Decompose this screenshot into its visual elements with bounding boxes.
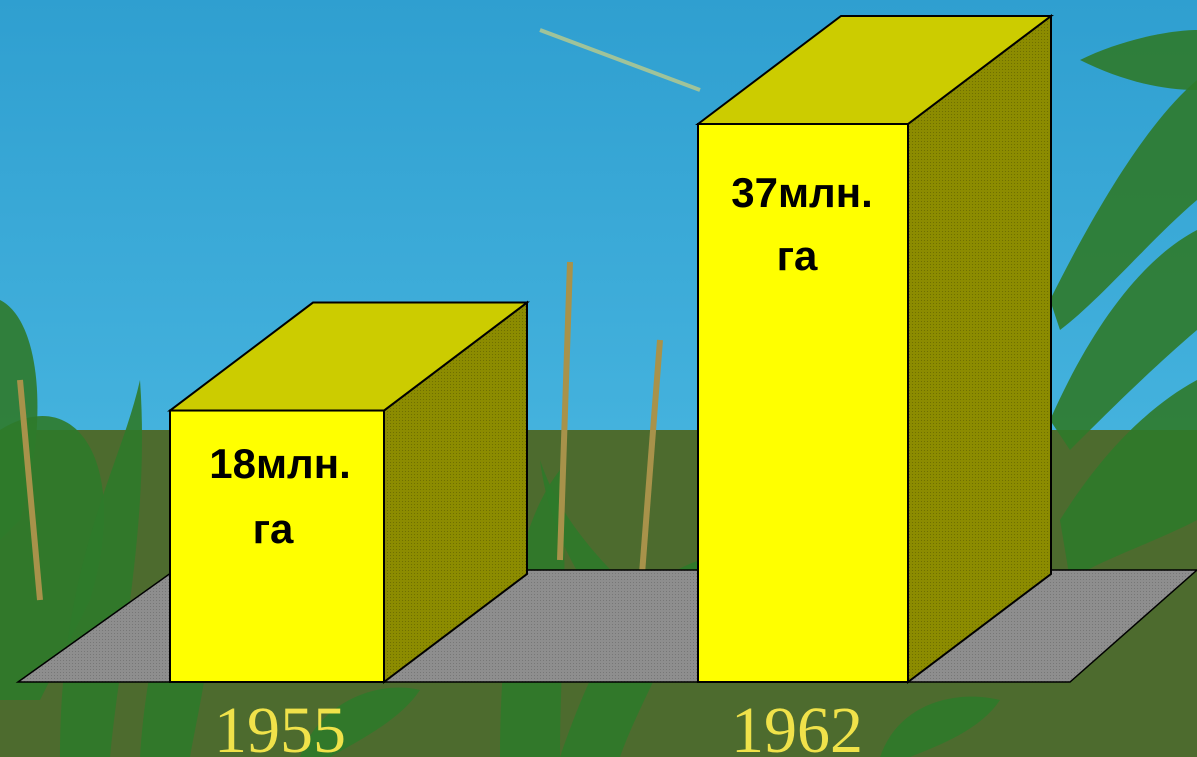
x-tick-label-1962: 1962 (731, 694, 863, 757)
bar-front-1955 (169, 409, 385, 683)
corn-tassel (637, 339, 663, 601)
bar-side-1962 (907, 13, 1052, 685)
corn-tassel (557, 261, 573, 561)
bars-group (167, 13, 1054, 685)
corn-leaf (1050, 230, 1197, 450)
bar-1962 (695, 13, 1054, 685)
corn-tassel (17, 379, 43, 601)
bar-1955 (167, 300, 530, 685)
bar-value-label-1955: 18млн. (209, 440, 351, 487)
x-tick-label-1955: 1955 (214, 694, 346, 757)
corn-leaf (300, 687, 420, 757)
corn-leaf (880, 696, 1000, 757)
bar-front-1962 (697, 123, 909, 683)
bar-unit-label-1962: га (777, 232, 818, 279)
corn-leaf (0, 415, 105, 700)
bar-unit-label-1955: га (253, 505, 294, 552)
corn-leaf-strand (539, 28, 701, 92)
corn-leaf (1080, 30, 1197, 90)
corn-leaf (1050, 80, 1197, 330)
corn-leaf (1060, 380, 1197, 580)
bar-value-label-1962: 37млн. (731, 169, 873, 216)
